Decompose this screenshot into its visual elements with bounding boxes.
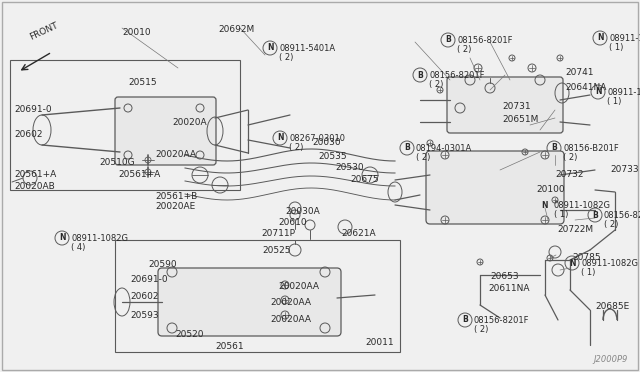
Text: N: N	[541, 201, 548, 209]
Text: N: N	[569, 259, 575, 267]
Text: FRONT: FRONT	[28, 21, 60, 42]
Text: 20722M: 20722M	[557, 225, 593, 234]
Text: 20561+A: 20561+A	[118, 170, 160, 179]
Text: 20691-0: 20691-0	[14, 105, 52, 114]
Text: 20010: 20010	[122, 28, 150, 37]
Text: ( 1): ( 1)	[609, 43, 623, 52]
Text: 20030A: 20030A	[285, 207, 320, 216]
Text: 20515: 20515	[128, 78, 157, 87]
Text: 20020AE: 20020AE	[155, 202, 195, 211]
FancyBboxPatch shape	[426, 151, 564, 224]
Text: J2000P9: J2000P9	[594, 355, 628, 364]
Text: N: N	[276, 134, 284, 142]
Text: 20561+B: 20561+B	[155, 192, 197, 201]
Text: ( 2): ( 2)	[604, 220, 618, 229]
Text: N: N	[267, 44, 273, 52]
Text: 20561+A: 20561+A	[14, 170, 56, 179]
Text: 20100: 20100	[536, 185, 564, 194]
Text: ( 2): ( 2)	[279, 53, 293, 62]
Text: ( 1): ( 1)	[581, 268, 595, 277]
Text: 08156-8201F: 08156-8201F	[457, 36, 513, 45]
Bar	[10, 60, 240, 190]
Text: 20020AA: 20020AA	[270, 298, 311, 307]
Text: 20651M: 20651M	[502, 115, 538, 124]
Text: B: B	[404, 144, 410, 153]
FancyBboxPatch shape	[115, 97, 216, 165]
Text: ( 4): ( 4)	[71, 243, 85, 252]
Text: 08194-0301A: 08194-0301A	[416, 144, 472, 153]
Text: 08156-8201F: 08156-8201F	[474, 316, 529, 325]
Text: 20030: 20030	[312, 138, 340, 147]
Text: 20602: 20602	[130, 292, 159, 301]
Text: 20561: 20561	[215, 342, 244, 351]
Text: 20535: 20535	[318, 152, 347, 161]
Text: 20731: 20731	[502, 102, 531, 111]
Text: 20653: 20653	[490, 272, 518, 281]
Text: ( 1): ( 1)	[554, 210, 568, 219]
Text: 20530: 20530	[335, 163, 364, 172]
Text: ( 2): ( 2)	[429, 80, 444, 89]
FancyBboxPatch shape	[447, 77, 563, 133]
Text: N: N	[595, 87, 601, 96]
Text: 08911-1082G: 08911-1082G	[609, 34, 640, 43]
Text: 20590: 20590	[148, 260, 177, 269]
Text: B: B	[592, 211, 598, 219]
Text: 08156-B201F: 08156-B201F	[563, 144, 619, 153]
Text: 20611NA: 20611NA	[488, 284, 529, 293]
Text: ( 2): ( 2)	[457, 45, 472, 54]
Text: 08156-8201F: 08156-8201F	[429, 71, 484, 80]
FancyBboxPatch shape	[158, 268, 341, 336]
Text: 20525: 20525	[262, 246, 291, 255]
Text: 08156-8201F: 08156-8201F	[604, 211, 640, 220]
Text: 20020AA: 20020AA	[155, 150, 196, 159]
Text: ( 2): ( 2)	[563, 153, 577, 162]
Text: 20610: 20610	[278, 218, 307, 227]
Text: ( 2): ( 2)	[416, 153, 430, 162]
Text: 20510G: 20510G	[99, 158, 134, 167]
Text: ( 2): ( 2)	[474, 325, 488, 334]
Text: 20685E: 20685E	[595, 302, 629, 311]
Text: 20020AA: 20020AA	[278, 282, 319, 291]
Text: N: N	[596, 33, 604, 42]
Text: 20621A: 20621A	[341, 229, 376, 238]
Text: 20785: 20785	[572, 253, 600, 262]
Text: 08911-5401A: 08911-5401A	[279, 44, 335, 53]
Text: N: N	[59, 234, 65, 243]
Text: 20732: 20732	[555, 170, 584, 179]
Text: B: B	[551, 144, 557, 153]
Text: 20011: 20011	[365, 338, 394, 347]
Text: B: B	[462, 315, 468, 324]
Text: 20520: 20520	[175, 330, 204, 339]
Text: 20691-0: 20691-0	[130, 275, 168, 284]
Text: ( 2): ( 2)	[289, 143, 303, 152]
Text: 20020A: 20020A	[172, 118, 207, 127]
Text: 20741: 20741	[565, 68, 593, 77]
Text: 20641NA: 20641NA	[565, 83, 606, 92]
Text: 20733: 20733	[610, 165, 639, 174]
Text: 08911-1082G: 08911-1082G	[607, 88, 640, 97]
Text: 20675: 20675	[350, 175, 379, 184]
Text: ( 1): ( 1)	[607, 97, 621, 106]
Text: 08911-1082G: 08911-1082G	[554, 201, 611, 210]
Text: 20602: 20602	[14, 130, 42, 139]
Text: 20593: 20593	[130, 311, 159, 320]
Text: 20020AB: 20020AB	[14, 182, 55, 191]
Text: 20692M: 20692M	[218, 25, 254, 34]
Text: B: B	[445, 35, 451, 45]
Text: 08911-1082G: 08911-1082G	[71, 234, 128, 243]
Text: 08267-03010: 08267-03010	[289, 134, 345, 143]
Text: 20020AA: 20020AA	[270, 315, 311, 324]
Text: B: B	[417, 71, 423, 80]
Bar	[115, 240, 400, 352]
Text: 20711P: 20711P	[261, 229, 295, 238]
Text: 08911-1082G: 08911-1082G	[581, 259, 638, 268]
